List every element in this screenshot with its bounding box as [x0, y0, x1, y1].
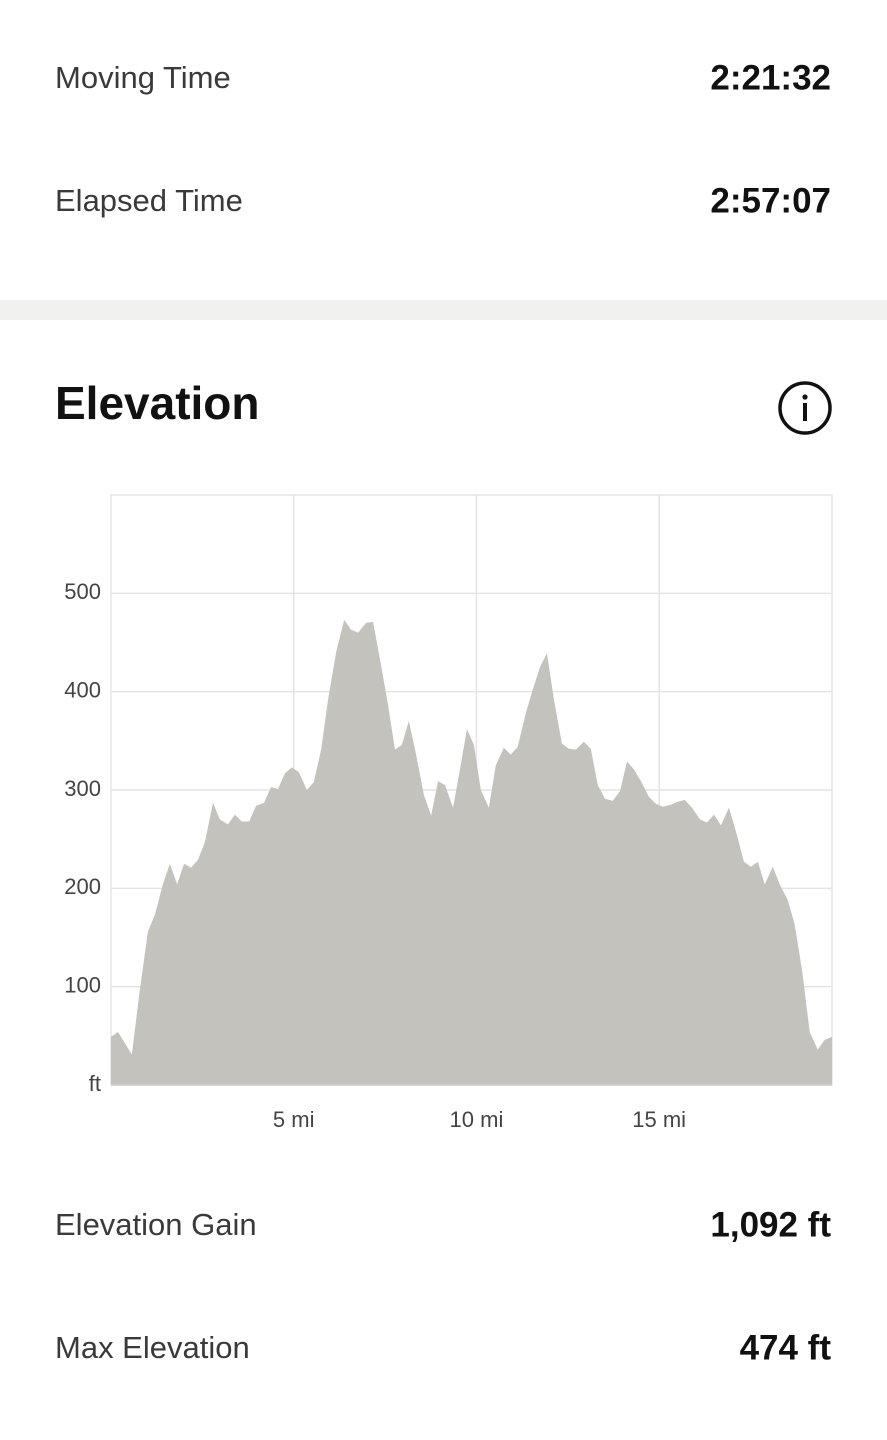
y-tick-label: 100: [64, 972, 101, 997]
y-tick-label: 300: [64, 776, 101, 801]
time-stats: Moving Time 2:21:32 Elapsed Time 2:57:07: [55, 58, 831, 220]
stat-value: 1,092 ft: [710, 1205, 831, 1244]
x-tick-label: 10 mi: [450, 1107, 504, 1132]
stat-value: 2:21:32: [710, 58, 831, 97]
y-tick-label: 400: [64, 677, 101, 702]
stat-value: 2:57:07: [710, 181, 831, 220]
stat-label: Elevation Gain: [55, 1207, 257, 1242]
stat-label: Moving Time: [55, 60, 231, 95]
info-dot: [802, 394, 808, 400]
y-tick-label: 200: [64, 874, 101, 899]
elevation-area: [111, 619, 832, 1085]
y-tick-label: ft: [89, 1071, 101, 1096]
x-tick-label: 5 mi: [273, 1107, 315, 1132]
elevation-chart: ft 100 200 300 400 500 5 mi 10 mi 15 mi: [64, 494, 833, 1132]
stat-value: 474 ft: [740, 1328, 832, 1367]
section-divider: [0, 300, 887, 320]
stat-label: Elapsed Time: [55, 183, 243, 218]
stat-label: Max Elevation: [55, 1330, 250, 1365]
section-title: Elevation: [55, 377, 260, 429]
info-stem: [803, 403, 807, 421]
x-tick-label: 15 mi: [632, 1107, 686, 1132]
elevation-stats: Elevation Gain 1,092 ft Max Elevation 474 f…: [55, 1205, 831, 1367]
y-tick-label: 500: [64, 579, 101, 604]
info-button[interactable]: [778, 381, 832, 435]
info-icon[interactable]: [778, 381, 832, 435]
